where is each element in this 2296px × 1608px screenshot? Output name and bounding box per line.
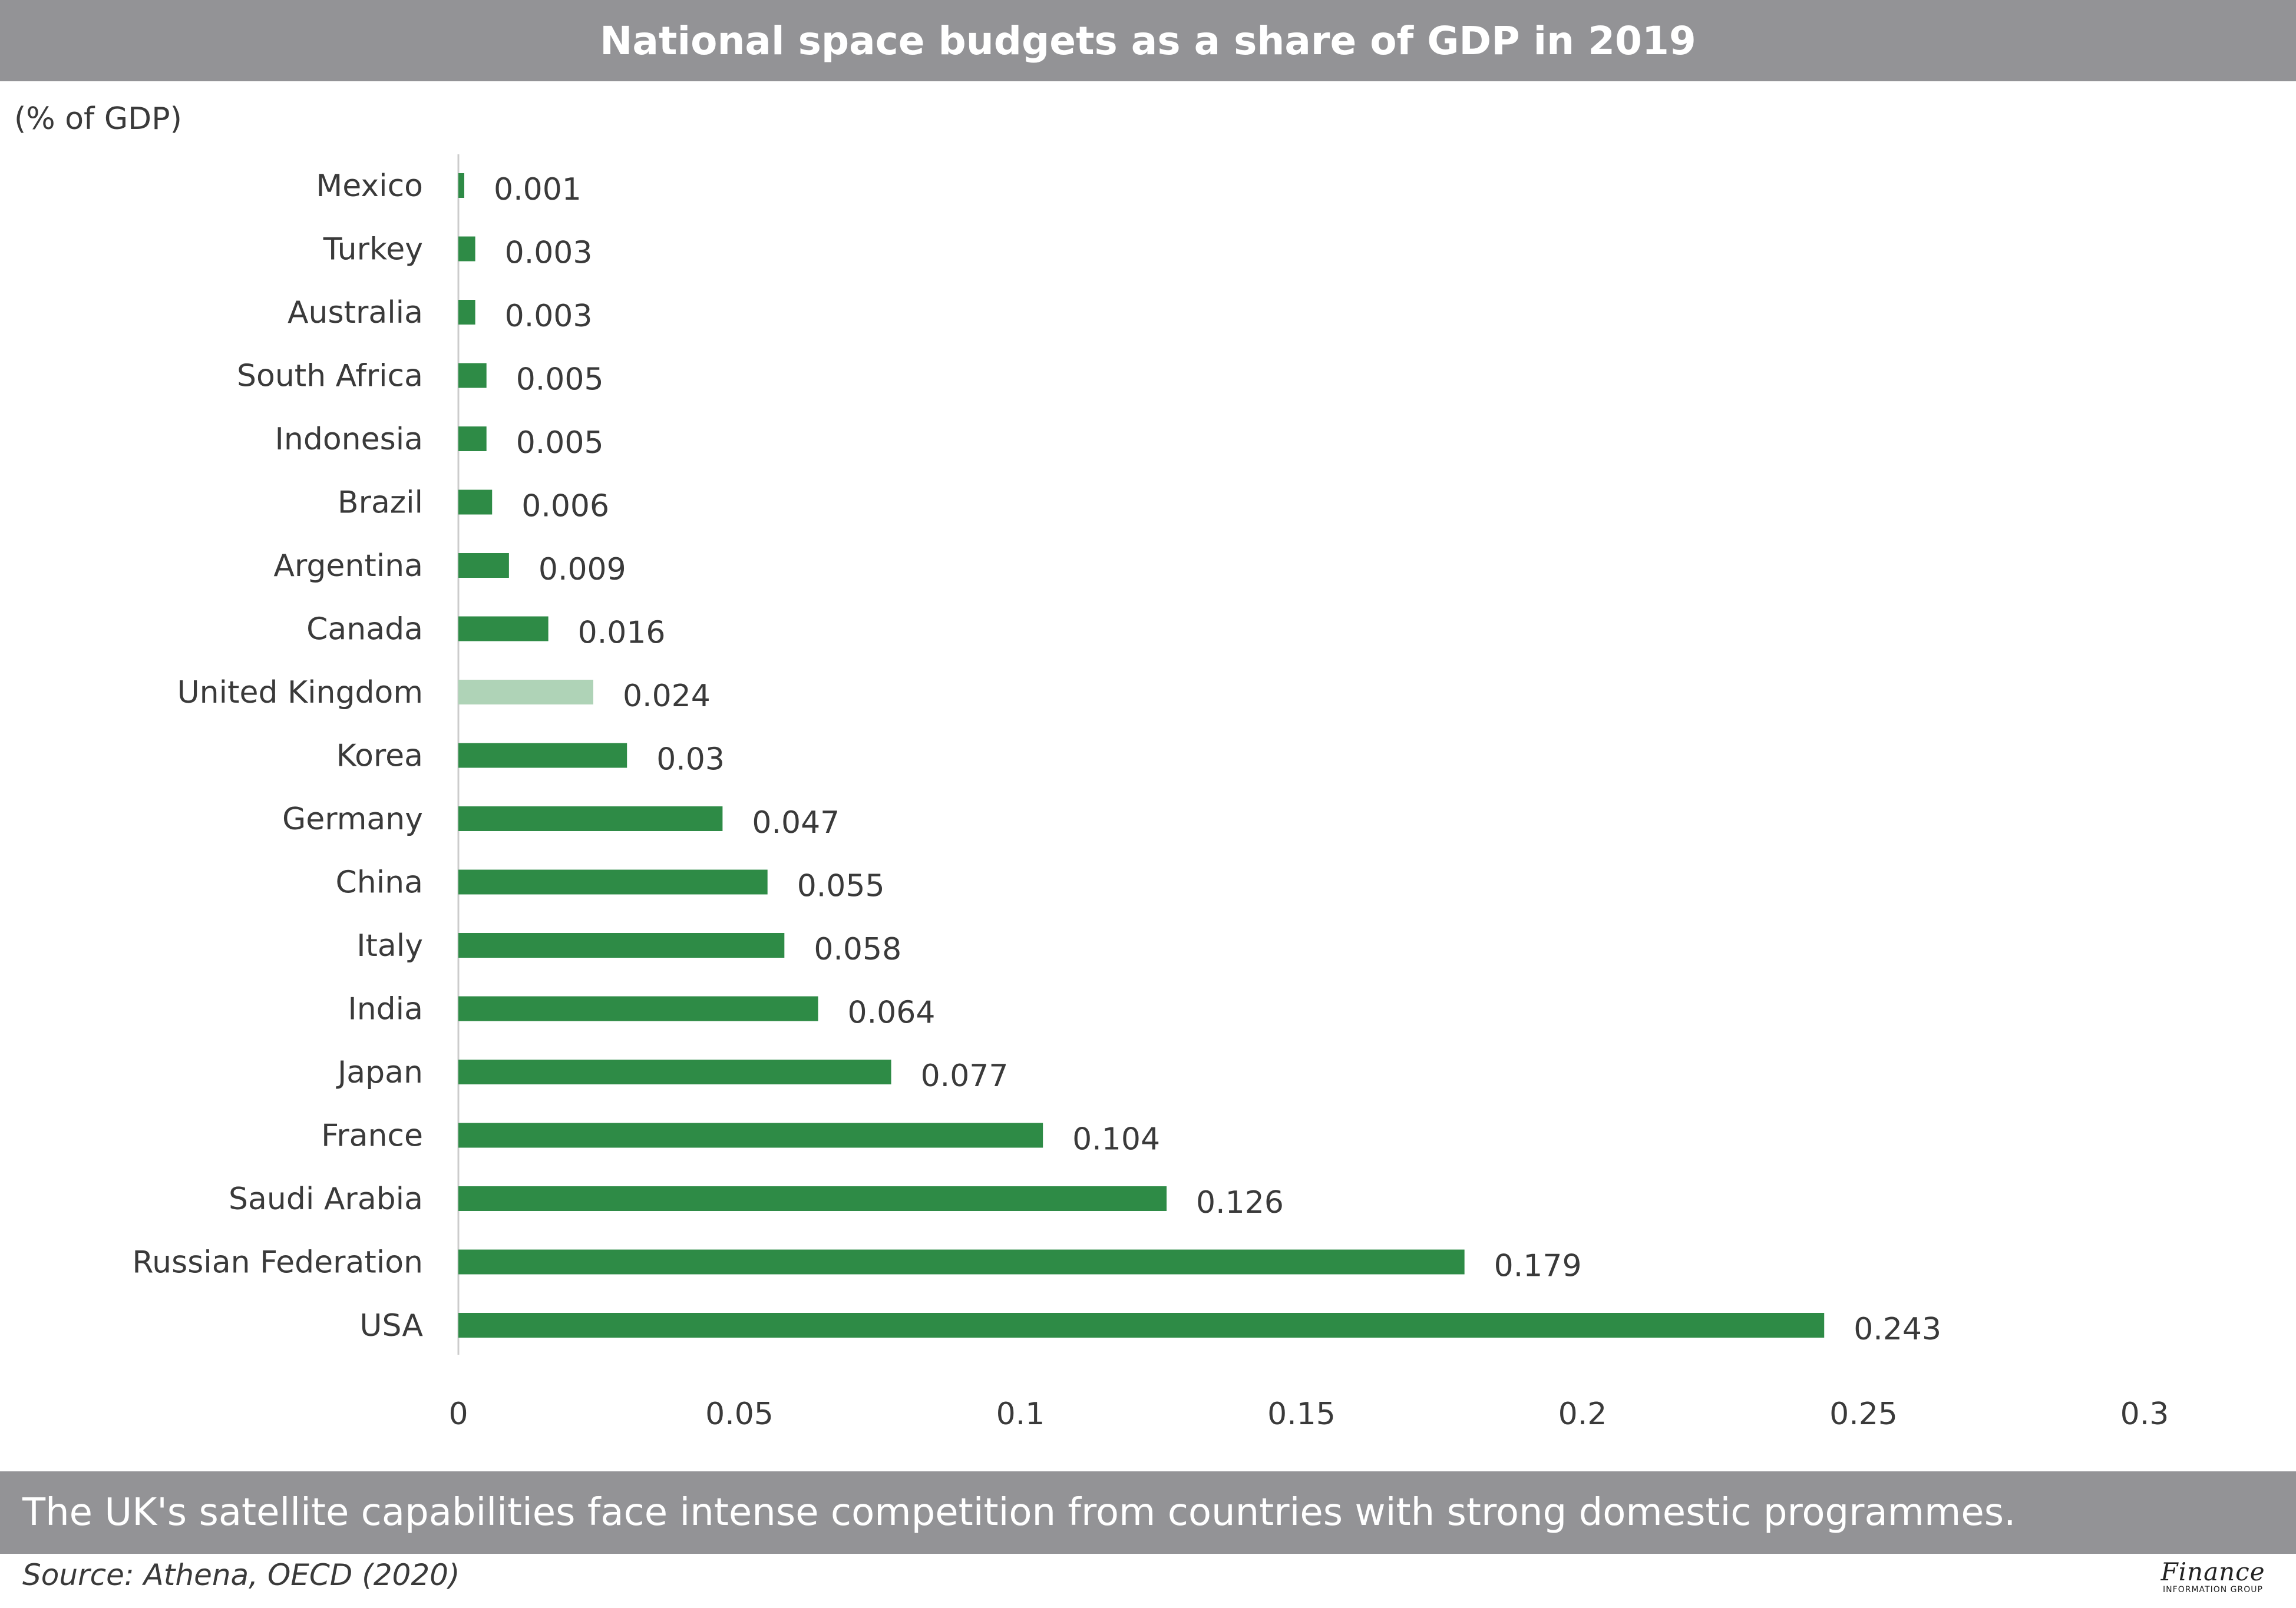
source-note: Source: Athena, OECD (2020) xyxy=(22,1558,460,1592)
x-tick-label: 0.2 xyxy=(1558,1397,1607,1432)
data-label: 0.077 xyxy=(921,1058,1009,1094)
data-label: 0.005 xyxy=(516,425,604,461)
x-tick-label: 0.05 xyxy=(705,1397,774,1432)
data-label: 0.055 xyxy=(797,869,885,904)
category-label: Japan xyxy=(336,1055,423,1090)
category-label: Australia xyxy=(288,295,423,330)
category-label: USA xyxy=(359,1308,423,1344)
category-label: Korea xyxy=(336,739,423,774)
logo-wordmark: Finance xyxy=(2160,1557,2265,1586)
bar xyxy=(458,489,493,515)
category-label: China xyxy=(335,865,423,901)
caption-text: The UK's satellite capabilities face int… xyxy=(22,1491,2016,1534)
x-tick-label: 0.3 xyxy=(2120,1397,2169,1432)
category-label: Brazil xyxy=(338,485,423,521)
bar-chart: Mexico 0.001 Turkey 0.003 Australia 0.003 Sout… xyxy=(132,154,2169,1432)
bar-highlight xyxy=(458,680,593,704)
data-label: 0.104 xyxy=(1072,1122,1160,1157)
bar xyxy=(458,996,818,1021)
bar xyxy=(458,806,723,831)
bar xyxy=(458,616,549,641)
category-label: Mexico xyxy=(316,168,423,204)
brand-logo: Finance INFORMATION GROUP xyxy=(2145,1560,2281,1599)
bar xyxy=(458,300,475,325)
bar xyxy=(458,553,509,578)
data-label: 0.058 xyxy=(814,932,901,967)
bar xyxy=(458,933,785,958)
bar xyxy=(458,236,475,262)
bar xyxy=(458,1313,1825,1338)
data-label: 0.016 xyxy=(578,616,666,651)
data-label: 0.024 xyxy=(623,679,711,714)
data-label: 0.005 xyxy=(516,362,604,398)
category-label: Germany xyxy=(282,802,423,837)
category-label: India xyxy=(348,992,423,1027)
logo-tagline: INFORMATION GROUP xyxy=(2163,1585,2263,1594)
bar xyxy=(458,363,487,388)
data-label: 0.006 xyxy=(521,489,609,524)
data-label: 0.179 xyxy=(1494,1249,1582,1284)
bar xyxy=(458,743,627,768)
category-label: France xyxy=(321,1119,423,1154)
category-label: Italy xyxy=(356,928,423,964)
category-label: Canada xyxy=(306,612,423,647)
bar xyxy=(458,869,768,895)
data-label: 0.009 xyxy=(539,552,626,587)
data-label: 0.001 xyxy=(494,172,582,207)
caption-bar: The UK's satellite capabilities face int… xyxy=(0,1471,2296,1554)
category-label: United Kingdom xyxy=(177,675,423,710)
data-label: 0.003 xyxy=(505,236,593,271)
category-label: Argentina xyxy=(273,548,423,584)
category-label: Saudi Arabia xyxy=(229,1182,423,1217)
bar xyxy=(458,1186,1167,1211)
title-bar: National space budgets as a share of GDP… xyxy=(0,0,2296,81)
data-label: 0.003 xyxy=(505,299,593,334)
data-label: 0.03 xyxy=(656,742,725,777)
y-axis-unit-label: (% of GDP) xyxy=(14,101,182,137)
data-label: 0.243 xyxy=(1854,1312,1941,1347)
bar xyxy=(458,426,487,451)
data-label: 0.047 xyxy=(752,805,840,841)
category-label: Turkey xyxy=(323,232,423,267)
category-label: Indonesia xyxy=(275,422,423,457)
bar xyxy=(458,1249,1465,1275)
data-label: 0.126 xyxy=(1196,1185,1284,1220)
x-tick-label: 0.1 xyxy=(996,1397,1045,1432)
chart-title: National space budgets as a share of GDP… xyxy=(600,18,1696,64)
bar xyxy=(458,173,464,198)
x-tick-label: 0.25 xyxy=(1829,1397,1898,1432)
data-label: 0.064 xyxy=(848,995,936,1031)
x-tick-label: 0 xyxy=(448,1397,468,1432)
bar xyxy=(458,1123,1043,1148)
category-label: South Africa xyxy=(237,359,423,394)
bar xyxy=(458,1060,891,1084)
category-label: Russian Federation xyxy=(132,1245,423,1281)
x-tick-label: 0.15 xyxy=(1267,1397,1336,1432)
